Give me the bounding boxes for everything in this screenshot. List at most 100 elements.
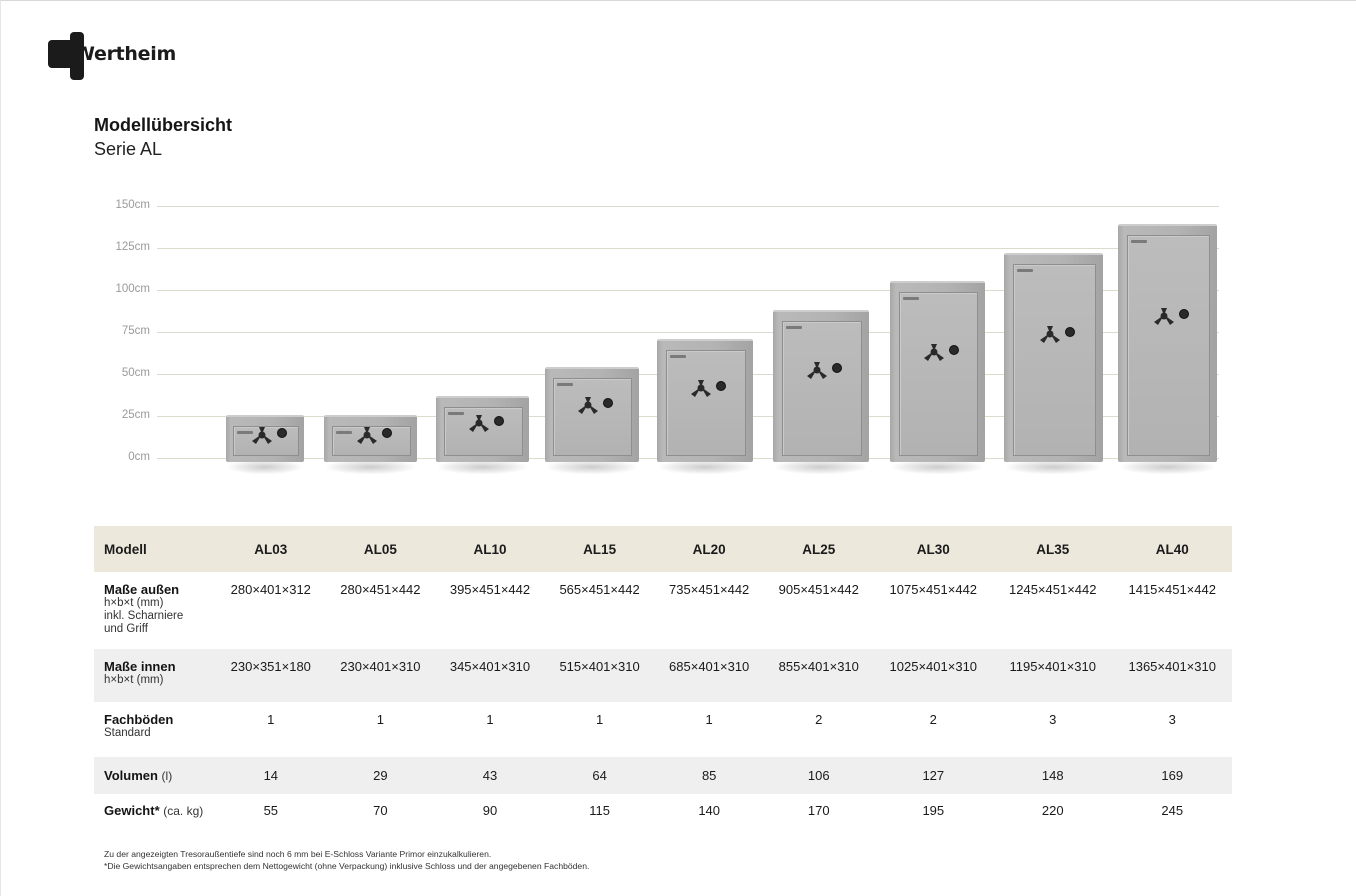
page-title: Modellübersicht — [94, 115, 233, 135]
model-header-al30: AL30 — [916, 541, 950, 557]
brand-name: Wertheim — [74, 43, 176, 65]
table-cell: 140 — [698, 803, 721, 818]
safe-body — [324, 414, 417, 462]
footnotes: Zu der angezeigten Tresoraußentiefe sind… — [104, 848, 589, 872]
lock-icon — [603, 398, 613, 409]
table-cell: 220 — [1041, 803, 1064, 818]
safe-door — [898, 292, 979, 456]
table-cell: 1075×451×442 — [889, 582, 978, 597]
model-header-label: Modell — [104, 541, 147, 557]
table-cell: 280×401×312 — [230, 582, 311, 597]
safe-brand-plate — [1016, 268, 1033, 272]
safe-body — [226, 414, 304, 462]
safe-bar-al10 — [436, 395, 529, 474]
safe-brand-plate — [785, 325, 802, 329]
safe-body — [890, 281, 985, 462]
table-row: Maße innen h×b×t (mm) 230×351×180 230×401×3… — [94, 649, 1232, 702]
handle-icon — [252, 426, 272, 444]
safe-bar-al15 — [545, 367, 639, 474]
table-cell: 1415×451×442 — [1128, 582, 1216, 597]
table-cell: 280×451×442 — [340, 582, 421, 597]
table-cell: 1 — [267, 712, 275, 727]
table-cell: 855×401×310 — [778, 659, 859, 674]
handle-icon — [469, 414, 489, 432]
safe-brand-plate — [557, 383, 574, 387]
page-subtitle: Serie AL — [94, 139, 163, 159]
safe-door — [781, 320, 863, 456]
safe-shadow — [1007, 459, 1100, 474]
handle-icon — [1040, 325, 1060, 343]
safe-shadow — [439, 459, 526, 474]
table-cell: 395×451×442 — [449, 582, 531, 597]
safe-body — [545, 367, 639, 462]
safe-shadow — [660, 459, 750, 474]
lock-icon — [494, 415, 504, 426]
model-header-al05: AL05 — [363, 541, 397, 557]
gridline — [157, 290, 1219, 291]
table-cell: 1 — [595, 712, 604, 727]
safe-shadow — [893, 459, 982, 474]
row-label-text: Fachböden — [104, 712, 174, 727]
handle-icon — [578, 397, 598, 415]
safe-body — [773, 309, 869, 462]
safe-bar-al35 — [1004, 252, 1103, 474]
safe-brand-plate — [336, 430, 353, 434]
lock-icon — [382, 427, 392, 438]
gridline — [157, 332, 1219, 333]
row-label-sub: h×b×t (mm) — [104, 674, 164, 686]
table-cell: 345×401×310 — [449, 659, 531, 674]
table-cell: 106 — [807, 768, 830, 783]
handle-icon — [807, 361, 827, 379]
y-tick-label: 150cm — [115, 199, 150, 211]
safe-body — [436, 395, 529, 462]
table-row: Volumen (l) 14 29 43 64 85 106 127 148 169 — [94, 757, 1232, 794]
model-header-al20: AL20 — [692, 541, 726, 557]
safe-bar-al03 — [226, 414, 304, 474]
lock-icon — [949, 345, 959, 356]
handle-icon — [924, 344, 944, 362]
y-tick-label: 75cm — [121, 325, 150, 337]
row-label: Fachböden Standard — [94, 702, 216, 757]
table-cell: 1 — [376, 712, 384, 727]
table-row: Maße außen h×b×t (mm) inkl. Scharniere und … — [94, 572, 1232, 649]
row-label-text: Maße innen — [104, 659, 176, 674]
table-row: Fachböden Standard 1 1 1 1 1 2 2 3 3 — [94, 702, 1232, 757]
table-cell: 64 — [592, 768, 607, 783]
row-label-text: Volumen (l) — [104, 768, 173, 783]
lock-icon — [716, 380, 726, 391]
row-label: Maße innen h×b×t (mm) — [94, 649, 216, 702]
table-cell: 565×451×442 — [559, 582, 640, 597]
safe-shadow — [327, 459, 414, 474]
safe-shadow — [1121, 459, 1214, 474]
safe-bar-al20 — [657, 338, 753, 474]
table-header-row: Modell AL03 AL05 AL10 AL15 AL20 AL25 AL30 AL35 A… — [94, 526, 1232, 572]
table-cell: 1195×401×310 — [1009, 659, 1096, 674]
model-header-al40: AL40 — [1155, 541, 1189, 557]
table-cell: 1365×401×310 — [1128, 659, 1216, 674]
table-cell: 43 — [482, 768, 498, 783]
row-label-sub: inkl. Scharniere — [104, 610, 184, 622]
table-cell: 127 — [922, 768, 945, 783]
table-cell: 3 — [1049, 712, 1057, 727]
lock-icon — [1179, 309, 1189, 320]
safe-shadow — [548, 459, 636, 474]
gridline — [157, 248, 1219, 249]
lock-icon — [1065, 326, 1075, 337]
y-tick-label: 25cm — [121, 409, 150, 421]
table-cell: 2 — [815, 712, 823, 727]
handle-icon — [357, 426, 377, 444]
safe-door — [233, 425, 299, 456]
table-cell: 3 — [1168, 712, 1176, 727]
safe-shadow — [229, 459, 301, 474]
table-cell: 1 — [486, 712, 494, 727]
footnote-weight: *Die Gewichtsangaben entsprechen dem Net… — [104, 861, 590, 871]
table-cell: 85 — [701, 768, 717, 783]
table-cell: 90 — [482, 803, 498, 818]
safe-door — [553, 378, 633, 456]
safe-brand-plate — [448, 411, 465, 415]
lock-icon — [277, 427, 287, 438]
safe-body — [657, 338, 753, 462]
table-cell: 195 — [922, 803, 945, 818]
table-cell: 14 — [263, 768, 279, 783]
table-cell: 169 — [1161, 768, 1184, 783]
